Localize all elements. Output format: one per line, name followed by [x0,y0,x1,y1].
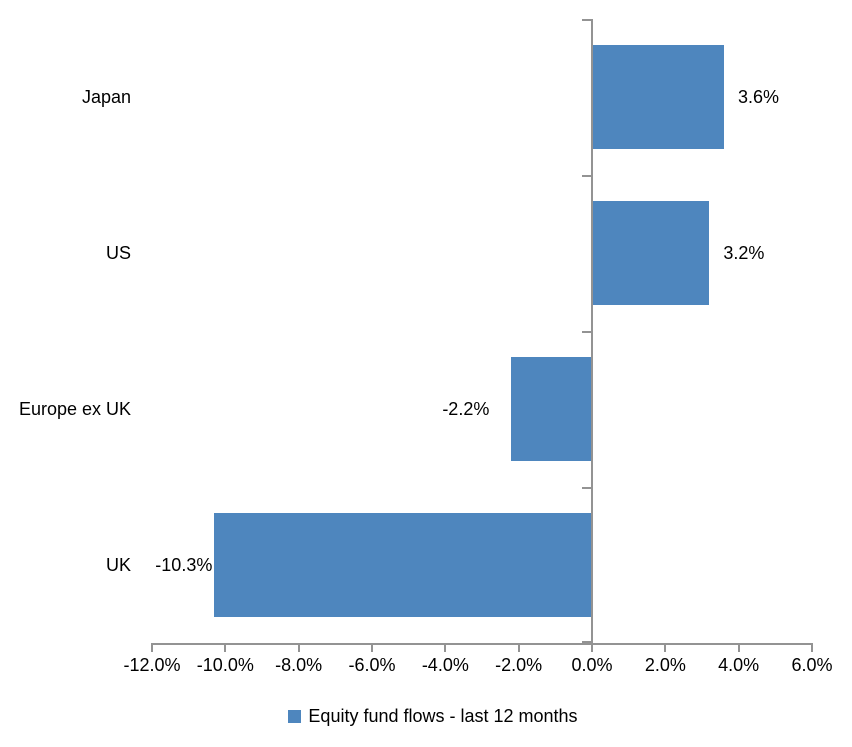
legend-marker-icon [288,709,302,723]
x-tick-label: 6.0% [791,655,833,675]
category-axis-tick [582,175,591,177]
category-axis-tick [582,641,591,643]
bar-europe-ex-uk [511,357,592,461]
x-tick-label: 4.0% [718,655,760,675]
category-label-uk: UK [105,554,131,575]
x-tick-label: -2.0% [495,655,543,675]
data-label-uk: -10.3% [155,554,213,575]
category-axis-line [591,19,593,645]
x-tick-label: -8.0% [275,655,323,675]
x-tick-label: -10.0% [196,655,254,675]
legend-label: Equity fund flows - last 12 months [308,705,578,726]
plot-area: 3.6% 3.2% -2.2% -10.3% [151,19,813,652]
category-label-us: US [105,242,131,263]
x-tick-label: 2.0% [644,655,686,675]
x-axis-tick [591,643,593,652]
bar-japan [592,45,724,149]
x-axis-tick [517,643,520,652]
category-axis-tick [582,19,591,21]
data-label-us: 3.2% [723,242,765,263]
category-axis-labels: Japan US Europe ex UK UK [0,19,131,643]
bar-us [592,201,710,305]
x-tick-label: -6.0% [348,655,396,675]
category-axis-tick [582,487,591,489]
data-label-japan: 3.6% [738,86,780,107]
data-label-europe-ex-uk: -2.2% [442,398,490,419]
value-axis-labels: -12.0% -10.0% -8.0% -6.0% -4.0% -2.0% 0.0% 2.0%… [0,655,852,679]
x-tick-label: -4.0% [421,655,469,675]
x-axis-tick [224,643,227,652]
x-axis-tick [444,643,447,652]
legend: Equity fund flows - last 12 months [0,701,852,731]
category-label-europe-ex-uk: Europe ex UK [18,398,131,419]
x-axis-tick [664,643,667,652]
x-tick-label: 0.0% [571,655,613,675]
category-label-japan: Japan [81,86,131,107]
x-axis-tick [811,643,813,652]
x-axis-tick [151,643,153,652]
x-axis-tick [297,643,300,652]
x-axis-tick [371,643,373,652]
category-axis-tick [582,331,591,333]
bar-uk [214,513,592,617]
x-tick-label: -12.0% [123,655,181,675]
x-axis-tick [737,643,740,652]
x-axis-line [152,643,812,645]
